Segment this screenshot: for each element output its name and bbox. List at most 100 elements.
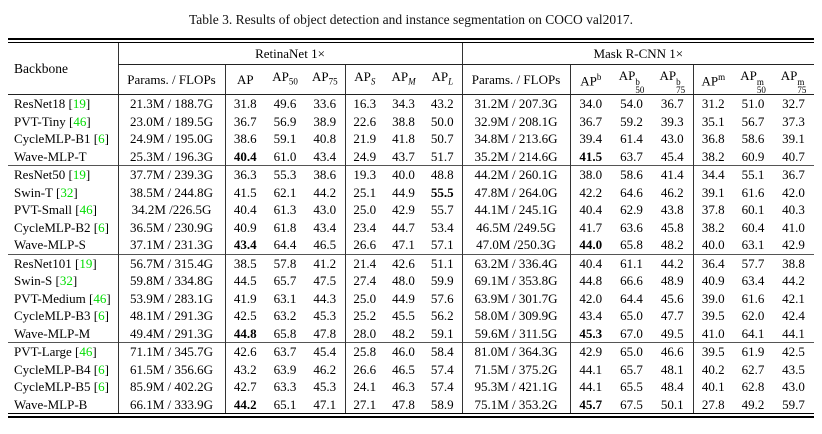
- citation-link[interactable]: 19: [79, 255, 93, 271]
- metric-cell: 37.8: [692, 201, 734, 219]
- metric-cell: 48.4: [660, 379, 684, 394]
- citation-link[interactable]: 6: [98, 219, 105, 235]
- metric-cell: 42.0: [782, 184, 805, 200]
- metric-cell: 39.5: [692, 342, 734, 361]
- metric-cell: 44.1: [569, 378, 612, 396]
- citation-link[interactable]: 46: [93, 290, 107, 306]
- metric-cell: 46.0: [384, 342, 423, 361]
- metric-cell: 43.2: [224, 360, 265, 378]
- column-header-params-mask: Params. / FLOPs: [461, 64, 571, 95]
- backbone-cell: PVT-Small [46]: [14, 202, 97, 217]
- metric-cell: 45.3: [569, 324, 612, 343]
- metric-cell: 61.6: [741, 184, 765, 200]
- metric-cell: 41.7: [569, 218, 612, 236]
- column-header-ap-l: APL: [423, 64, 463, 95]
- metric-cell: 61.3: [273, 202, 297, 217]
- metric-cell: 38.5: [224, 253, 265, 272]
- metric-cell: 46.2: [660, 184, 684, 200]
- metric-cell: 54.0: [620, 96, 643, 111]
- table-row: Swin-S [32] 59.8M / 334.8G 44.5 65.7 47.5 27.…: [8, 272, 814, 290]
- metric-cell: 26.6: [344, 360, 384, 378]
- metric-cell: 42.6: [224, 342, 265, 361]
- backbone-cell: Swin-S [32]: [14, 273, 78, 288]
- metric-cell: 25.1: [344, 183, 384, 201]
- citation-link[interactable]: 19: [72, 96, 86, 111]
- metric-cell: 55.3: [265, 165, 305, 184]
- metric-cell: 42.2: [569, 183, 612, 201]
- params-flops-cell: 23.0M / 189.5G: [117, 112, 225, 130]
- column-header-ap50: AP50: [265, 64, 305, 95]
- citation-link[interactable]: 32: [59, 273, 73, 288]
- metric-cell: 40.3: [782, 202, 805, 217]
- metric-cell: 39.5: [692, 307, 734, 325]
- params-flops-cell: 37.1M / 231.3G: [117, 236, 225, 254]
- metric-cell: 42.1: [782, 290, 805, 306]
- metric-cell: 16.3: [344, 94, 384, 113]
- params-flops-cell: 21.3M / 188.7G: [117, 94, 225, 113]
- metric-cell: 42.9: [392, 202, 415, 217]
- metric-cell: 31.8: [224, 94, 265, 113]
- metric-cell: 63.6: [620, 219, 643, 235]
- metric-cell: 24.9: [344, 147, 384, 166]
- metric-cell: 45.5: [392, 308, 415, 323]
- params-flops-cell: 34.8M / 213.6G: [461, 130, 571, 148]
- params-flops-cell: 69.1M / 353.8G: [461, 272, 571, 290]
- metric-cell: 42.7: [224, 378, 265, 396]
- metric-cell: 40.0: [384, 165, 423, 184]
- backbone-cell: CycleMLP-B4 [6]: [14, 361, 109, 377]
- metric-cell: 38.9: [313, 113, 337, 129]
- metric-cell: 61.0: [273, 148, 297, 164]
- metric-cell: 45.4: [305, 342, 345, 361]
- metric-cell: 44.8: [569, 272, 612, 290]
- metric-cell: 48.0: [392, 273, 415, 288]
- metric-cell: 41.0: [782, 219, 805, 235]
- citation-link[interactable]: 6: [98, 379, 105, 394]
- column-header-ap: AP: [224, 64, 265, 95]
- metric-cell: 44.2: [224, 395, 265, 413]
- column-header-ap-m-mask: APm: [692, 64, 734, 95]
- params-flops-cell: 34.2M /226.5G: [117, 201, 225, 219]
- metric-cell: 57.4: [430, 379, 454, 394]
- metric-cell: 57.1: [430, 237, 454, 252]
- params-flops-cell: 59.8M / 334.8G: [117, 272, 225, 290]
- metric-cell: 45.8: [660, 219, 684, 235]
- params-flops-cell: 32.9M / 208.1G: [461, 112, 571, 130]
- params-flops-cell: 47.8M / 264.0G: [461, 183, 571, 201]
- table-row: Wave-MLP-B 66.1M / 333.9G 44.2 65.1 47.1 27.1…: [8, 395, 814, 413]
- metric-cell: 64.4: [273, 237, 297, 252]
- metric-cell: 38.2: [692, 147, 734, 166]
- params-flops-cell: 53.9M / 283.1G: [117, 289, 225, 307]
- citation-link[interactable]: 46: [79, 202, 93, 217]
- header-sub-row: Params. / FLOPs AP AP50 AP75 APS APM APL…: [8, 64, 815, 95]
- metric-cell: 40.8: [313, 131, 337, 146]
- citation-link[interactable]: 32: [60, 184, 74, 200]
- metric-cell: 44.7: [392, 219, 415, 235]
- metric-cell: 45.4: [660, 148, 684, 164]
- citation-link[interactable]: 6: [98, 131, 105, 146]
- metric-cell: 36.7: [224, 112, 265, 130]
- citation-link[interactable]: 6: [98, 308, 105, 323]
- metric-cell: 44.9: [392, 184, 415, 200]
- metric-cell: 26.6: [344, 236, 384, 254]
- metric-cell: 55.7: [430, 202, 454, 217]
- metric-cell: 32.7: [782, 96, 805, 111]
- metric-cell: 25.2: [344, 307, 384, 325]
- citation-link[interactable]: 46: [73, 113, 87, 129]
- citation-link[interactable]: 19: [72, 167, 86, 182]
- table-row: PVT-Medium [46] 53.9M / 283.1G 41.9 63.1 44.…: [8, 289, 814, 307]
- metric-cell: 57.7: [733, 253, 774, 272]
- params-flops-cell: 75.1M / 353.2G: [461, 395, 571, 413]
- metric-cell: 62.7: [741, 361, 765, 377]
- citation-link[interactable]: 6: [98, 361, 105, 377]
- metric-cell: 62.9: [620, 202, 643, 217]
- metric-cell: 59.7: [782, 396, 805, 412]
- backbone-cell: Wave-MLP-S: [14, 237, 86, 252]
- metric-cell: 22.6: [344, 112, 384, 130]
- citation-link[interactable]: 46: [79, 344, 93, 359]
- metric-cell: 46.2: [313, 361, 337, 377]
- metric-cell: 51.0: [741, 96, 765, 111]
- metric-cell: 41.5: [224, 183, 265, 201]
- metric-cell: 63.1: [273, 290, 297, 306]
- metric-cell: 67.0: [620, 325, 643, 341]
- metric-cell: 41.9: [224, 289, 265, 307]
